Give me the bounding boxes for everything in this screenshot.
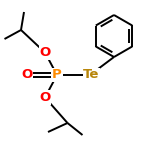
Text: O: O — [21, 69, 33, 81]
Text: O: O — [39, 46, 51, 59]
Text: Te: Te — [83, 69, 100, 81]
Text: P: P — [52, 69, 62, 81]
Text: O: O — [39, 91, 51, 104]
